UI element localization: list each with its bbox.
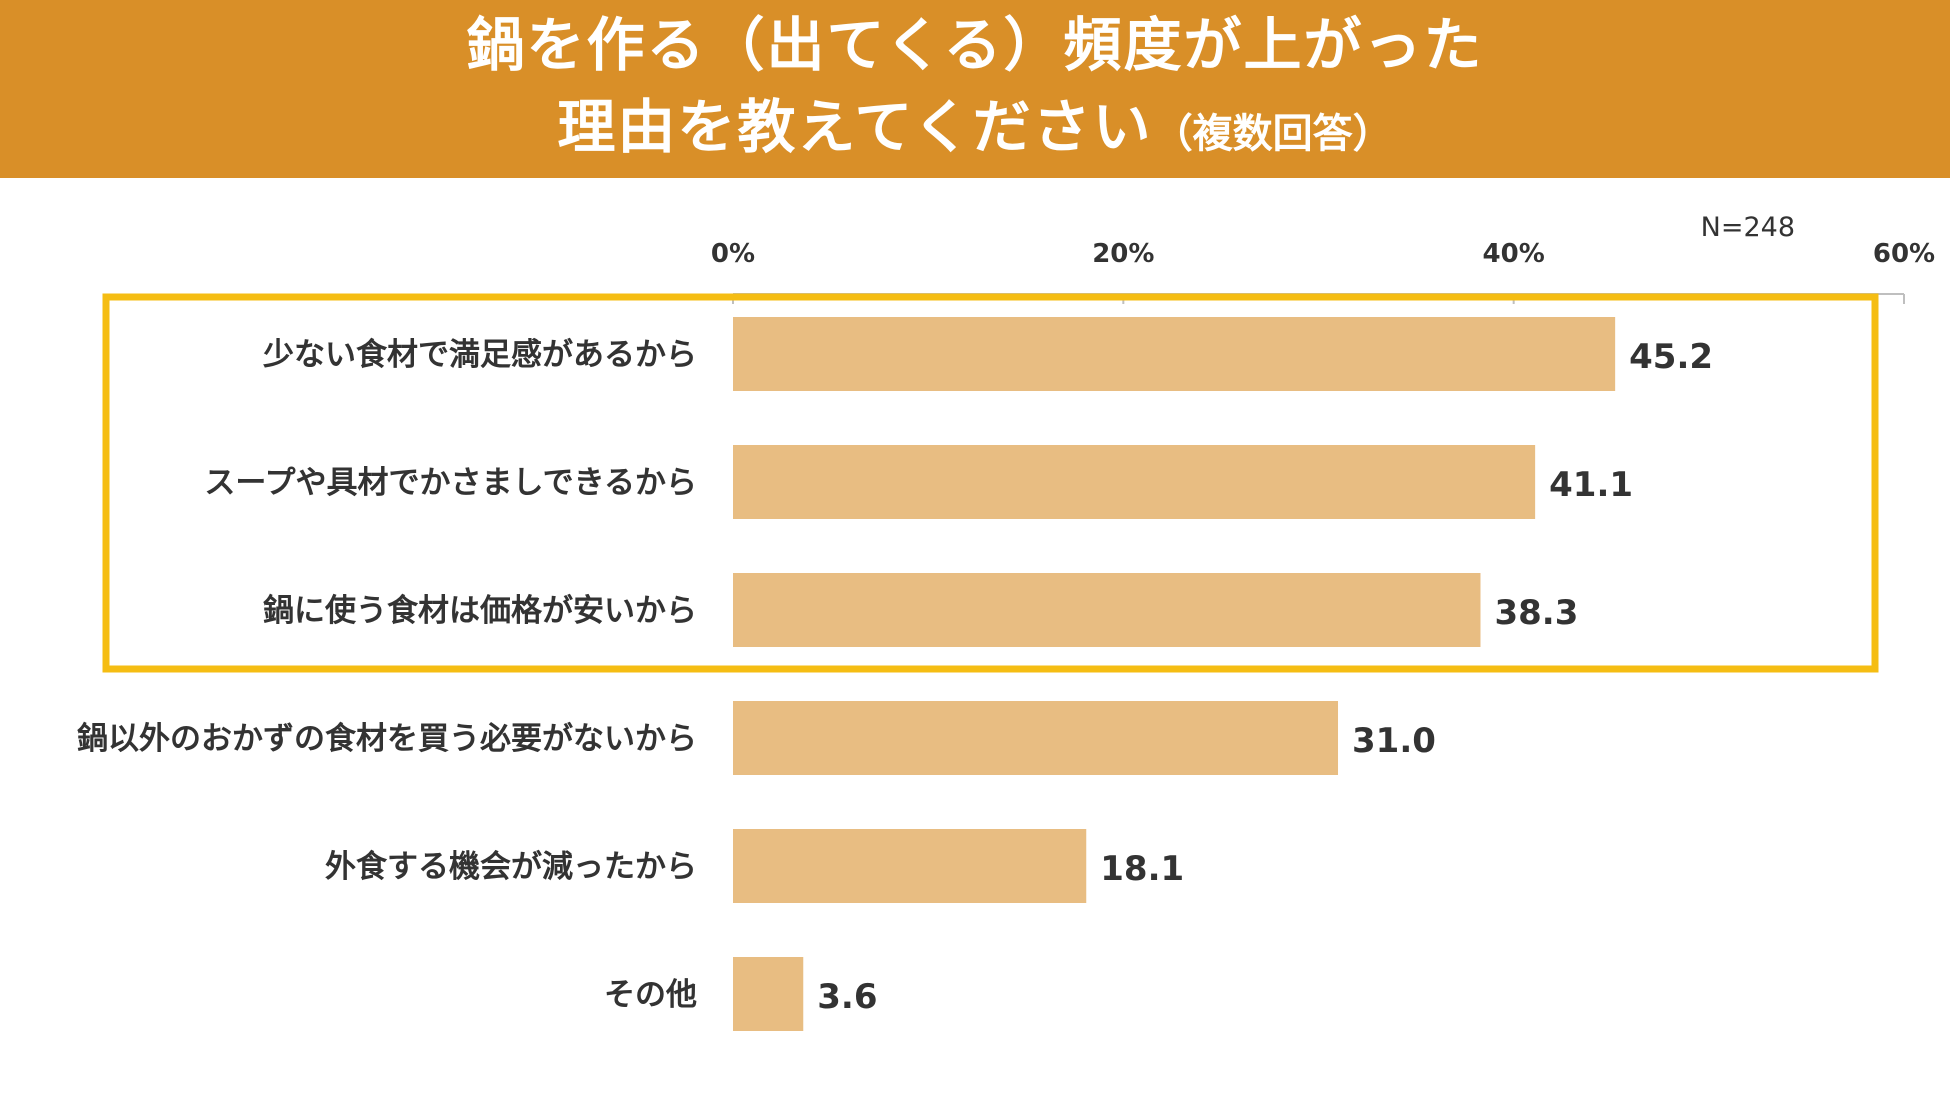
- x-tick-label: 60%: [1873, 239, 1935, 269]
- title-line-2-sub: （複数回答）: [1152, 111, 1393, 157]
- category-label: スープや具材でかさましできるから: [204, 465, 697, 501]
- bar: [733, 317, 1616, 391]
- x-tick-label: 20%: [1092, 239, 1154, 269]
- sample-size-label: N=248: [1701, 212, 1795, 243]
- category-label: 外食する機会が減ったから: [325, 849, 697, 885]
- value-label: 41.1: [1549, 465, 1633, 505]
- value-label: 45.2: [1629, 337, 1713, 377]
- title-line-2: 理由を教えてください（複数回答）: [0, 92, 1950, 169]
- bar: [733, 573, 1481, 647]
- bar: [733, 701, 1339, 775]
- category-label: 少ない食材で満足感があるから: [263, 337, 697, 373]
- title-line-1: 鍋を作る（出てくる）頻度が上がった: [466, 11, 1484, 79]
- title-line-2-main: 理由を教えてください: [557, 93, 1153, 161]
- category-label: 鍋以外のおかずの食材を買う必要がないから: [77, 721, 697, 757]
- value-label: 31.0: [1352, 721, 1436, 761]
- category-label: 鍋に使う食材は価格が安いから: [263, 593, 697, 629]
- value-label: 38.3: [1494, 593, 1578, 633]
- highlight-box: [102, 293, 1879, 673]
- bar: [733, 445, 1536, 519]
- category-label: その他: [604, 977, 697, 1013]
- bar-chart: N=248 0% 20% 40% 60% 少ない食材で満足感があるから 45.2 スープや具材…: [77, 212, 1935, 1031]
- value-label: 3.6: [817, 977, 877, 1017]
- bar: [733, 957, 804, 1031]
- title-banner: 鍋を作る（出てくる）頻度が上がった 理由を教えてください（複数回答）: [0, 0, 1950, 178]
- bar: [733, 829, 1087, 903]
- x-tick-label: 40%: [1483, 239, 1545, 269]
- value-label: 18.1: [1100, 849, 1184, 889]
- x-tick-label: 0%: [711, 239, 755, 269]
